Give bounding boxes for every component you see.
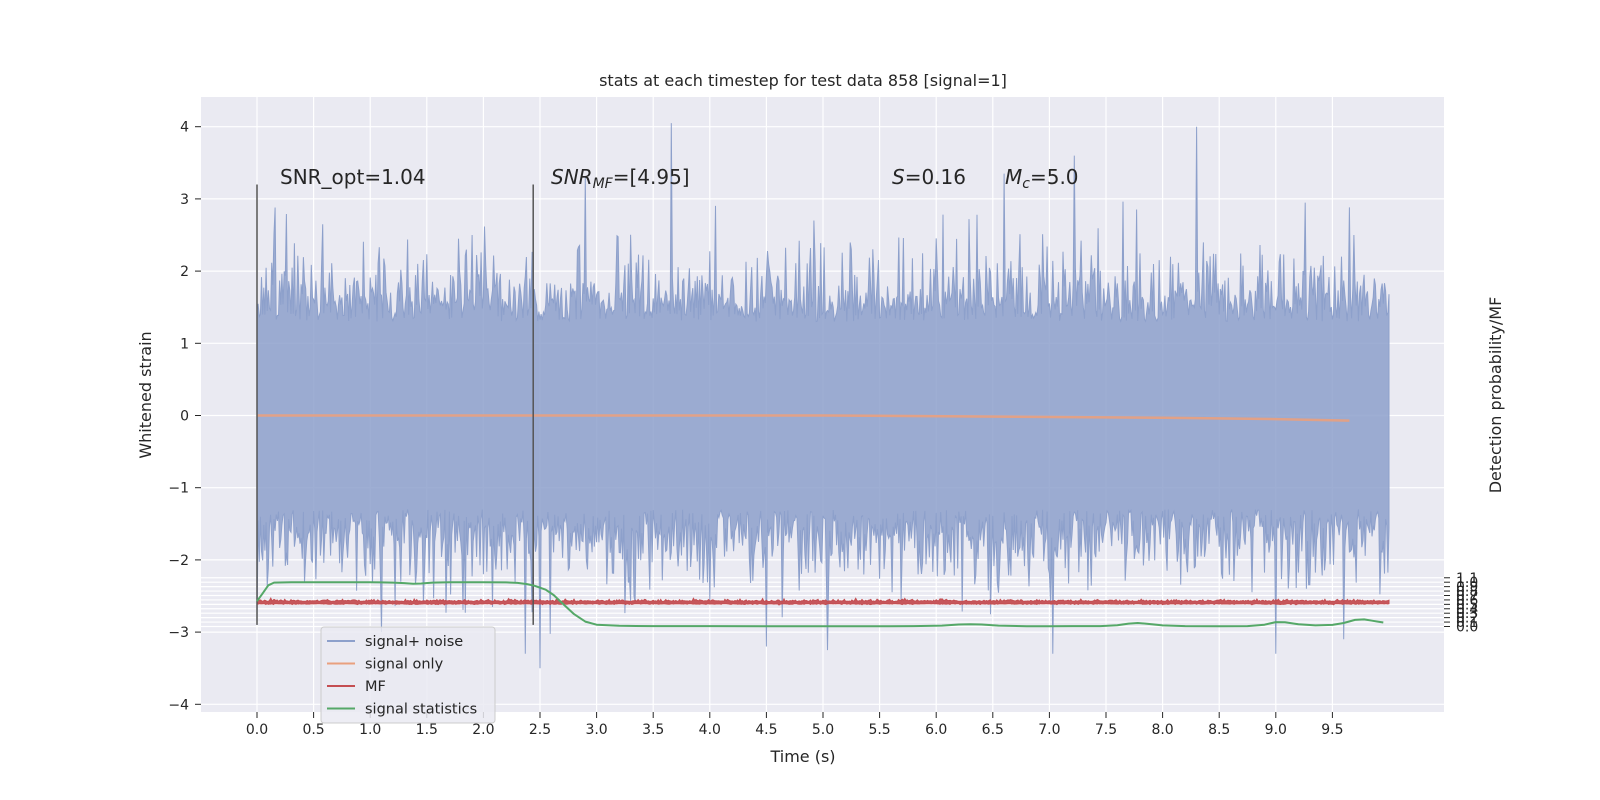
x-tick-label: 7.0 <box>1038 722 1060 738</box>
y-tick-label: −4 <box>168 697 189 713</box>
chart-marks <box>256 123 1390 669</box>
y-axis-right-label: Detection probability/MF <box>1486 297 1505 494</box>
x-tick-label: 4.5 <box>755 722 777 738</box>
snr-opt-annotation: SNR_opt=1.04 <box>280 165 426 189</box>
y-tick-label: 1 <box>180 336 189 352</box>
series-signal-noise <box>256 123 1390 669</box>
y-tick-label: −3 <box>168 625 189 641</box>
y-tick-label: −2 <box>168 553 189 569</box>
y-right-tick-label: 0.3 <box>1456 606 1478 622</box>
y-right-tick-label: 1.0 <box>1456 575 1478 591</box>
y-tick-label: −1 <box>168 481 189 497</box>
x-tick-label: 6.5 <box>982 722 1004 738</box>
x-tick-label: 5.0 <box>812 722 834 738</box>
snr-mf-symbol: SNR <box>551 165 593 189</box>
y-right-tick-label: 0.1 <box>1456 615 1478 631</box>
s-symbol: S <box>892 165 905 189</box>
x-tick-label: 8.5 <box>1208 722 1230 738</box>
snr-mf-subscript: MF <box>593 176 614 192</box>
x-tick-label: 4.0 <box>699 722 721 738</box>
y-tick-label: 2 <box>180 264 189 280</box>
mc-subscript: c <box>1022 176 1030 192</box>
x-tick-label: 3.5 <box>642 722 664 738</box>
x-tick-label: 5.5 <box>868 722 890 738</box>
y-axis-label: Whitened strain <box>136 331 155 458</box>
x-tick-label: 6.0 <box>925 722 947 738</box>
y-right-tick-label: 0.8 <box>1456 584 1478 600</box>
x-tick-label: 9.0 <box>1265 722 1287 738</box>
chart-title: stats at each timestep for test data 858… <box>599 71 1007 90</box>
series-mf <box>256 596 1390 606</box>
y-right-tick-label: 0.4 <box>1456 602 1478 618</box>
legend-label: MF <box>365 679 386 695</box>
x-axis-label: Time (s) <box>769 747 835 766</box>
y-right-tick-label: 0.2 <box>1456 611 1478 627</box>
s-annotation: S=0.16 <box>892 165 966 189</box>
y-tick-label: 4 <box>180 120 189 136</box>
legend: signal+ noise signal only MF signal statist… <box>320 626 496 724</box>
mc-value: =5.0 <box>1030 165 1079 189</box>
x-tick-label: 0.5 <box>302 722 324 738</box>
series-signal-only <box>257 414 1350 422</box>
y-right-tick-label: 0.6 <box>1456 593 1478 609</box>
mc-symbol: M <box>1005 165 1022 189</box>
x-tick-label: 7.5 <box>1095 722 1117 738</box>
x-tick-label: 1.5 <box>416 722 438 738</box>
x-tick-label: 2.0 <box>472 722 494 738</box>
y-tick-label: 0 <box>180 409 189 425</box>
series-signal-statistics <box>256 581 1384 628</box>
legend-box <box>320 626 496 724</box>
mc-annotation: Mc=5.0 <box>1005 165 1079 192</box>
y-right-tick-label: 0.0 <box>1456 620 1478 636</box>
y-right-tick-label: 0.7 <box>1456 588 1478 604</box>
legend-label: signal+ noise <box>365 634 463 650</box>
s-value: =0.16 <box>905 165 966 189</box>
x-tick-label: 8.0 <box>1151 722 1173 738</box>
axes: 0.0 0.5 1.0 1.5 2.0 2.5 3.0 3.5 4.0 4.5 5.0 5.5 6.0 6… <box>168 120 1478 738</box>
legend-label: signal only <box>365 657 444 673</box>
x-tick-label: 9.5 <box>1321 722 1343 738</box>
y-right-tick-label: 0.5 <box>1456 597 1478 613</box>
snr-mf-annotation: SNRMF=[4.95] <box>551 165 690 192</box>
x-tick-label: 1.0 <box>359 722 381 738</box>
y-right-tick-label: 1.1 <box>1456 571 1478 587</box>
snr-mf-value: =[4.95] <box>613 165 690 189</box>
legend-label: signal statistics <box>365 702 477 718</box>
x-tick-label: 3.0 <box>585 722 607 738</box>
y-tick-label: 3 <box>180 192 189 208</box>
y-right-tick-label: 0.9 <box>1456 580 1478 596</box>
x-tick-label: 2.5 <box>529 722 551 738</box>
x-tick-label: 0.0 <box>246 722 268 738</box>
